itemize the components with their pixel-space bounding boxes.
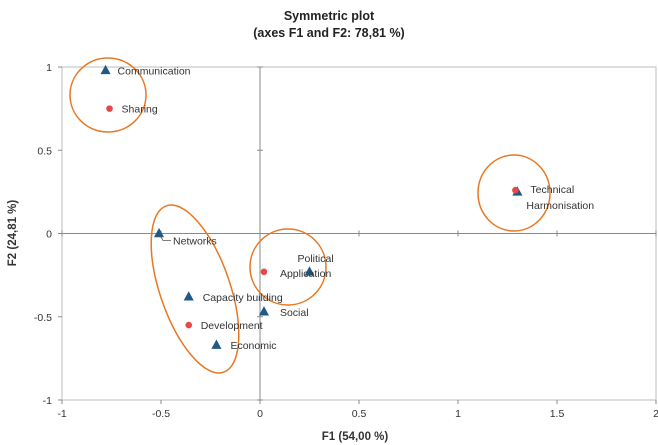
ellipse-networks-economic <box>150 204 240 374</box>
ellipse-political-application <box>249 228 327 306</box>
y-tick-label: -1 <box>43 395 52 407</box>
y-tick-label: 0 <box>46 229 52 241</box>
chart-subtitle: (axes F1 and F2: 78,81 %) <box>253 26 405 40</box>
triangle-point-economic <box>211 339 222 349</box>
point-label-sharing: Sharing <box>122 104 158 116</box>
circle-point-technical <box>512 186 519 194</box>
point-label-social: Social <box>280 307 309 319</box>
point-label-political: Political <box>298 253 334 265</box>
x-tick-label: 0.5 <box>352 408 367 420</box>
point-label-technical: Technical <box>530 184 574 196</box>
y-axis-label: F2 (24,81 %) <box>7 200 19 267</box>
y-tick-label: 1 <box>46 62 52 74</box>
triangle-point-communication <box>100 64 111 75</box>
point-label-development: Development <box>201 320 263 332</box>
triangle-point-capacity-building <box>183 291 194 301</box>
y-tick-label: -0.5 <box>34 312 52 324</box>
ellipse-technical-harmonisation <box>477 154 551 232</box>
triangle-point-networks <box>153 227 165 238</box>
x-tick-label: -0.5 <box>152 408 170 420</box>
point-label-application: Application <box>280 268 332 280</box>
circle-point-development <box>185 321 193 329</box>
x-axis-label: F1 (54,00 %) <box>322 431 389 443</box>
point-label-networks: Networks <box>173 236 217 248</box>
cluster-ellipses <box>69 57 551 374</box>
point-label-harmonisation: Harmonisation <box>526 200 594 212</box>
y-tick-label: 0.5 <box>37 145 52 157</box>
x-tick-label: -1 <box>57 408 66 420</box>
triangle-point-political <box>304 266 315 276</box>
ellipse-communication-sharing <box>69 57 147 133</box>
point-labels: Communication Networks Political Capacity b… <box>118 65 595 352</box>
point-label-economic: Economic <box>230 340 276 352</box>
circle-point-application <box>260 268 268 276</box>
circle-point-sharing <box>106 105 113 112</box>
triangle-point-social <box>258 306 269 316</box>
point-label-capacity-building: Capacity building <box>203 292 283 304</box>
x-tick-label: 1.5 <box>550 408 565 420</box>
x-tick-label: 0 <box>257 408 263 420</box>
axes-group: -1 -0.5 0 0.5 1 1.5 2 1 0.5 0 -0.5 -1 <box>34 62 658 420</box>
x-tick-label: 2 <box>653 408 658 420</box>
networks-leader-line <box>159 235 172 241</box>
chart-title: Symmetric plot <box>283 9 375 23</box>
data-points <box>100 64 523 349</box>
x-tick-label: 1 <box>455 408 461 420</box>
point-label-communication: Communication <box>118 65 191 77</box>
chart-title-block: Symmetric plot (axes F1 and F2: 78,81 %) <box>0 8 658 42</box>
